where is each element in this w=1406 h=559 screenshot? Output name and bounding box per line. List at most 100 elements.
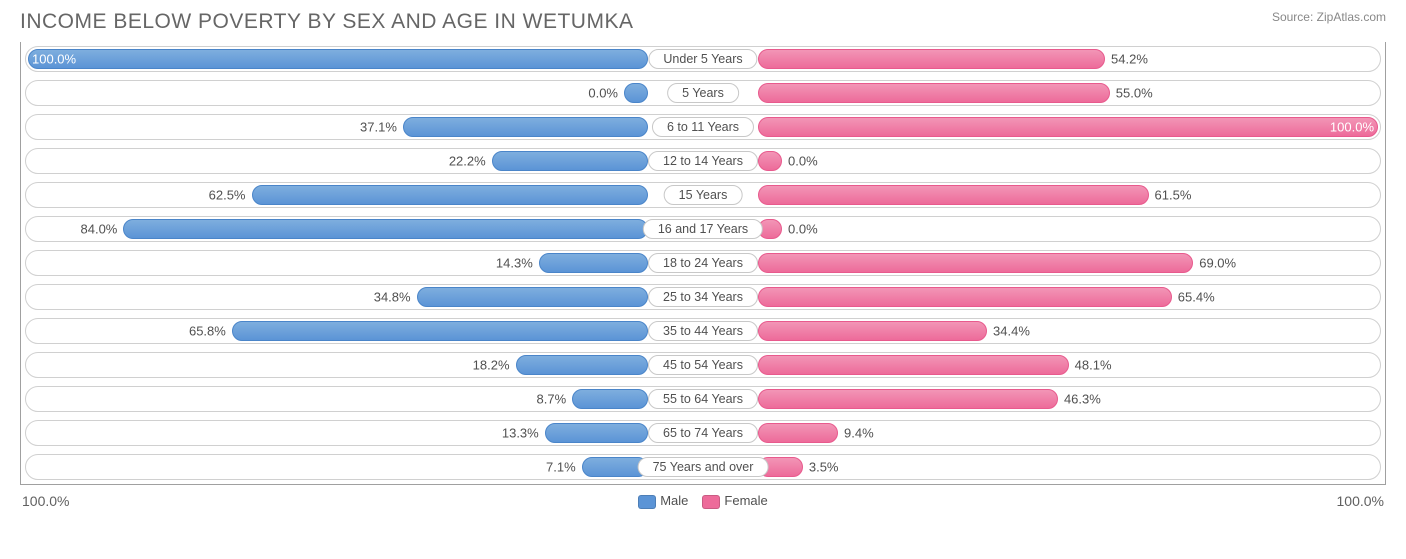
- female-value-label: 3.5%: [809, 460, 839, 475]
- female-value-label: 100.0%: [1330, 120, 1374, 135]
- female-bar: [758, 151, 782, 171]
- male-value-label: 34.8%: [374, 290, 411, 305]
- male-value-label: 7.1%: [546, 460, 576, 475]
- male-value-label: 22.2%: [449, 154, 486, 169]
- category-label: 55 to 64 Years: [648, 389, 758, 409]
- category-label: 35 to 44 Years: [648, 321, 758, 341]
- table-row: 37.1% 100.0% 6 to 11 Years: [21, 110, 1385, 144]
- category-label: 5 Years: [667, 83, 739, 103]
- male-bar: [492, 151, 648, 171]
- category-label: 45 to 54 Years: [648, 355, 758, 375]
- table-row: 84.0% 0.0% 16 and 17 Years: [21, 212, 1385, 246]
- male-bar: [572, 389, 648, 409]
- category-label: 75 Years and over: [638, 457, 769, 477]
- chart-source: Source: ZipAtlas.com: [1272, 10, 1386, 24]
- male-value-label: 8.7%: [537, 392, 567, 407]
- male-value-label: 100.0%: [32, 52, 76, 67]
- male-value-label: 14.3%: [496, 256, 533, 271]
- female-bar: [758, 355, 1069, 375]
- male-bar: [624, 83, 648, 103]
- table-row: 13.3% 9.4% 65 to 74 Years: [21, 416, 1385, 450]
- bar-track: 0.0% 55.0% 5 Years: [25, 80, 1381, 106]
- female-bar: [758, 117, 1378, 137]
- male-value-label: 37.1%: [360, 120, 397, 135]
- bar-track: 100.0% 54.2% Under 5 Years: [25, 46, 1381, 72]
- female-value-label: 46.3%: [1064, 392, 1101, 407]
- male-bar: [403, 117, 648, 137]
- bar-track: 65.8% 34.4% 35 to 44 Years: [25, 318, 1381, 344]
- chart-title: INCOME BELOW POVERTY BY SEX AND AGE IN W…: [20, 10, 633, 34]
- category-label: 15 Years: [664, 185, 743, 205]
- male-bar: [232, 321, 648, 341]
- male-bar: [516, 355, 648, 375]
- chart-header: INCOME BELOW POVERTY BY SEX AND AGE IN W…: [20, 10, 1386, 34]
- category-label: Under 5 Years: [648, 49, 757, 69]
- bar-track: 13.3% 9.4% 65 to 74 Years: [25, 420, 1381, 446]
- table-row: 14.3% 69.0% 18 to 24 Years: [21, 246, 1385, 280]
- female-value-label: 61.5%: [1155, 188, 1192, 203]
- female-bar: [758, 253, 1193, 273]
- bar-track: 22.2% 0.0% 12 to 14 Years: [25, 148, 1381, 174]
- category-label: 16 and 17 Years: [643, 219, 763, 239]
- bar-track: 14.3% 69.0% 18 to 24 Years: [25, 250, 1381, 276]
- male-value-label: 13.3%: [502, 426, 539, 441]
- female-bar: [758, 321, 987, 341]
- axis-right-label: 100.0%: [1337, 493, 1384, 509]
- category-label: 12 to 14 Years: [648, 151, 758, 171]
- female-bar: [758, 423, 838, 443]
- table-row: 65.8% 34.4% 35 to 44 Years: [21, 314, 1385, 348]
- bar-track: 7.1% 3.5% 75 Years and over: [25, 454, 1381, 480]
- bar-track: 8.7% 46.3% 55 to 64 Years: [25, 386, 1381, 412]
- female-value-label: 0.0%: [788, 222, 818, 237]
- legend-male: Male: [638, 493, 688, 509]
- male-swatch: [638, 495, 656, 509]
- bar-track: 84.0% 0.0% 16 and 17 Years: [25, 216, 1381, 242]
- male-bar: [417, 287, 648, 307]
- male-bar: [123, 219, 648, 239]
- male-bar: [28, 49, 648, 69]
- male-value-label: 18.2%: [473, 358, 510, 373]
- bar-track: 34.8% 65.4% 25 to 34 Years: [25, 284, 1381, 310]
- male-bar: [539, 253, 648, 273]
- female-value-label: 54.2%: [1111, 52, 1148, 67]
- male-bar: [545, 423, 648, 443]
- table-row: 22.2% 0.0% 12 to 14 Years: [21, 144, 1385, 178]
- female-swatch: [702, 495, 720, 509]
- female-value-label: 9.4%: [844, 426, 874, 441]
- female-bar: [758, 185, 1149, 205]
- category-label: 18 to 24 Years: [648, 253, 758, 273]
- bar-track: 37.1% 100.0% 6 to 11 Years: [25, 114, 1381, 140]
- category-label: 6 to 11 Years: [652, 117, 754, 137]
- chart-rows: 100.0% 54.2% Under 5 Years 0.0% 55.0% 5 Years…: [20, 42, 1386, 485]
- female-bar: [758, 83, 1110, 103]
- poverty-chart: INCOME BELOW POVERTY BY SEX AND AGE IN W…: [0, 0, 1406, 559]
- female-bar: [758, 287, 1172, 307]
- legend-female: Female: [702, 493, 767, 509]
- category-label: 25 to 34 Years: [648, 287, 758, 307]
- female-value-label: 48.1%: [1075, 358, 1112, 373]
- female-value-label: 69.0%: [1199, 256, 1236, 271]
- category-label: 65 to 74 Years: [648, 423, 758, 443]
- male-value-label: 0.0%: [588, 86, 618, 101]
- chart-footer: 100.0% Male Female 100.0%: [20, 485, 1386, 509]
- female-value-label: 0.0%: [788, 154, 818, 169]
- chart-legend: Male Female: [638, 493, 768, 509]
- bar-track: 18.2% 48.1% 45 to 54 Years: [25, 352, 1381, 378]
- female-bar: [758, 389, 1058, 409]
- female-bar: [758, 49, 1105, 69]
- table-row: 100.0% 54.2% Under 5 Years: [21, 42, 1385, 76]
- table-row: 18.2% 48.1% 45 to 54 Years: [21, 348, 1385, 382]
- table-row: 62.5% 61.5% 15 Years: [21, 178, 1385, 212]
- female-value-label: 34.4%: [993, 324, 1030, 339]
- bar-track: 62.5% 61.5% 15 Years: [25, 182, 1381, 208]
- female-value-label: 65.4%: [1178, 290, 1215, 305]
- female-value-label: 55.0%: [1116, 86, 1153, 101]
- axis-left-label: 100.0%: [22, 493, 69, 509]
- male-value-label: 65.8%: [189, 324, 226, 339]
- male-value-label: 84.0%: [81, 222, 118, 237]
- table-row: 8.7% 46.3% 55 to 64 Years: [21, 382, 1385, 416]
- table-row: 7.1% 3.5% 75 Years and over: [21, 450, 1385, 484]
- table-row: 34.8% 65.4% 25 to 34 Years: [21, 280, 1385, 314]
- male-value-label: 62.5%: [209, 188, 246, 203]
- table-row: 0.0% 55.0% 5 Years: [21, 76, 1385, 110]
